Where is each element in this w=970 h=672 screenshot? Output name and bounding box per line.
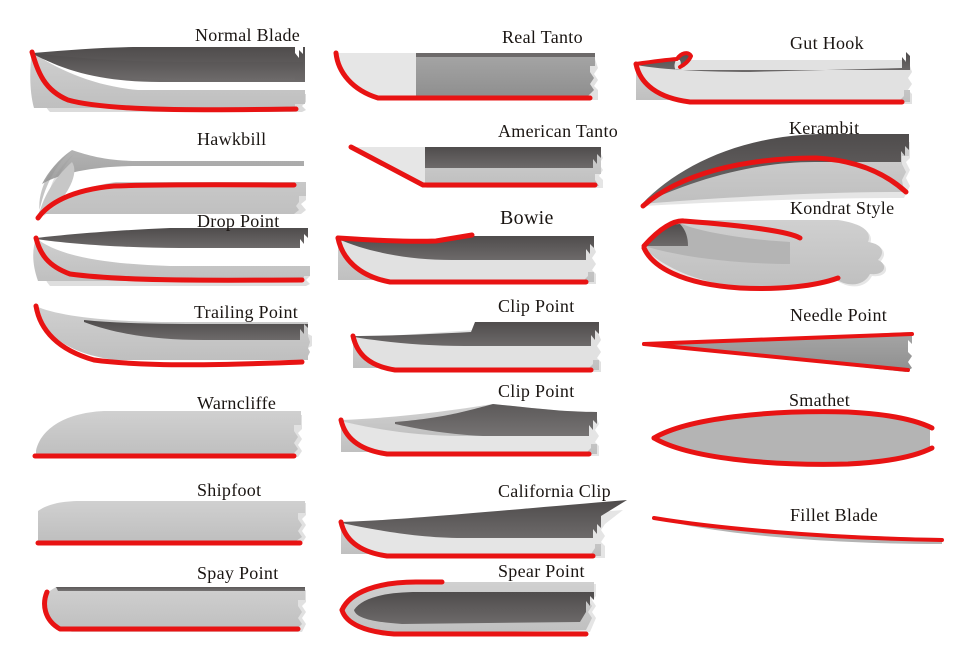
gut-hook-svg <box>633 51 912 105</box>
real-tanto-svg <box>333 50 598 101</box>
label-text-hawkbill: Hawkbill <box>197 129 267 149</box>
label-text-american-tanto: American Tanto <box>498 121 619 141</box>
spear-point-svg <box>339 579 596 637</box>
spay-point-svg <box>42 587 306 632</box>
needle-point-svg <box>642 332 914 372</box>
label-text-spay-point: Spay Point <box>197 563 279 583</box>
blade-real-tanto <box>332 46 604 108</box>
blade-kondrat-style <box>640 218 940 298</box>
blade-spay-point <box>34 578 314 642</box>
label-text-gut-hook: Gut Hook <box>790 33 864 53</box>
blade-kerambit <box>634 132 924 210</box>
blade-smathet <box>648 408 938 470</box>
blade-shipfoot <box>34 497 314 551</box>
label-text-spear-point: Spear Point <box>498 561 585 581</box>
hawkbill-svg <box>35 150 306 221</box>
clip-point-1-svg <box>350 322 601 373</box>
label-text-fillet-blade: Fillet Blade <box>790 505 879 525</box>
label-text-smathet: Smathet <box>789 390 851 410</box>
label-text-bowie: Bowie <box>500 207 554 229</box>
clip-point-2-svg <box>338 404 599 457</box>
label-text-california-clip: California Clip <box>498 481 611 501</box>
label-text-kondrat-style: Kondrat Style <box>790 198 895 218</box>
blade-needle-point <box>640 330 930 374</box>
warncliffe-svg <box>32 411 302 459</box>
blade-american-tanto <box>345 140 607 200</box>
blade-california-clip <box>333 496 633 560</box>
shipfoot-svg <box>35 501 306 546</box>
american-tanto-svg <box>348 144 603 188</box>
smathet-svg <box>651 409 935 467</box>
label-text-needle-point: Needle Point <box>790 305 888 325</box>
label-text-drop-point: Drop Point <box>197 211 280 231</box>
blade-drop-point <box>30 224 320 286</box>
label-text-shipfoot: Shipfoot <box>197 480 262 500</box>
label-text-warncliffe: Warncliffe <box>197 393 277 413</box>
label-text-kerambit: Kerambit <box>789 118 860 138</box>
blade-clip-point-2 <box>333 398 605 460</box>
label-text-clip-point-2: Clip Point <box>498 381 575 401</box>
label-text-trailing-point: Trailing Point <box>194 302 299 322</box>
kondrat-style-svg <box>641 218 887 292</box>
kerambit-svg <box>640 134 910 209</box>
blade-gut-hook <box>630 48 920 110</box>
blade-spear-point <box>332 578 604 642</box>
blade-normal-blade <box>20 42 315 113</box>
trailing-point-svg <box>33 303 312 368</box>
blade-trailing-point <box>24 300 319 372</box>
blade-bowie <box>332 230 604 292</box>
normal-blade-svg <box>29 47 306 113</box>
blade-fillet-blade <box>650 512 950 548</box>
fillet-blade-svg <box>652 516 944 544</box>
blade-clip-point-1 <box>345 316 607 378</box>
label-text-real-tanto: Real Tanto <box>502 27 583 47</box>
bowie-svg <box>335 232 596 285</box>
drop-point-svg <box>33 228 310 286</box>
blade-hawkbill <box>18 144 318 222</box>
label-text-clip-point-1: Clip Point <box>498 296 575 316</box>
blade-warncliffe <box>22 405 314 467</box>
california-clip-svg <box>338 500 627 559</box>
label-text-normal-blade: Normal Blade <box>195 25 301 45</box>
